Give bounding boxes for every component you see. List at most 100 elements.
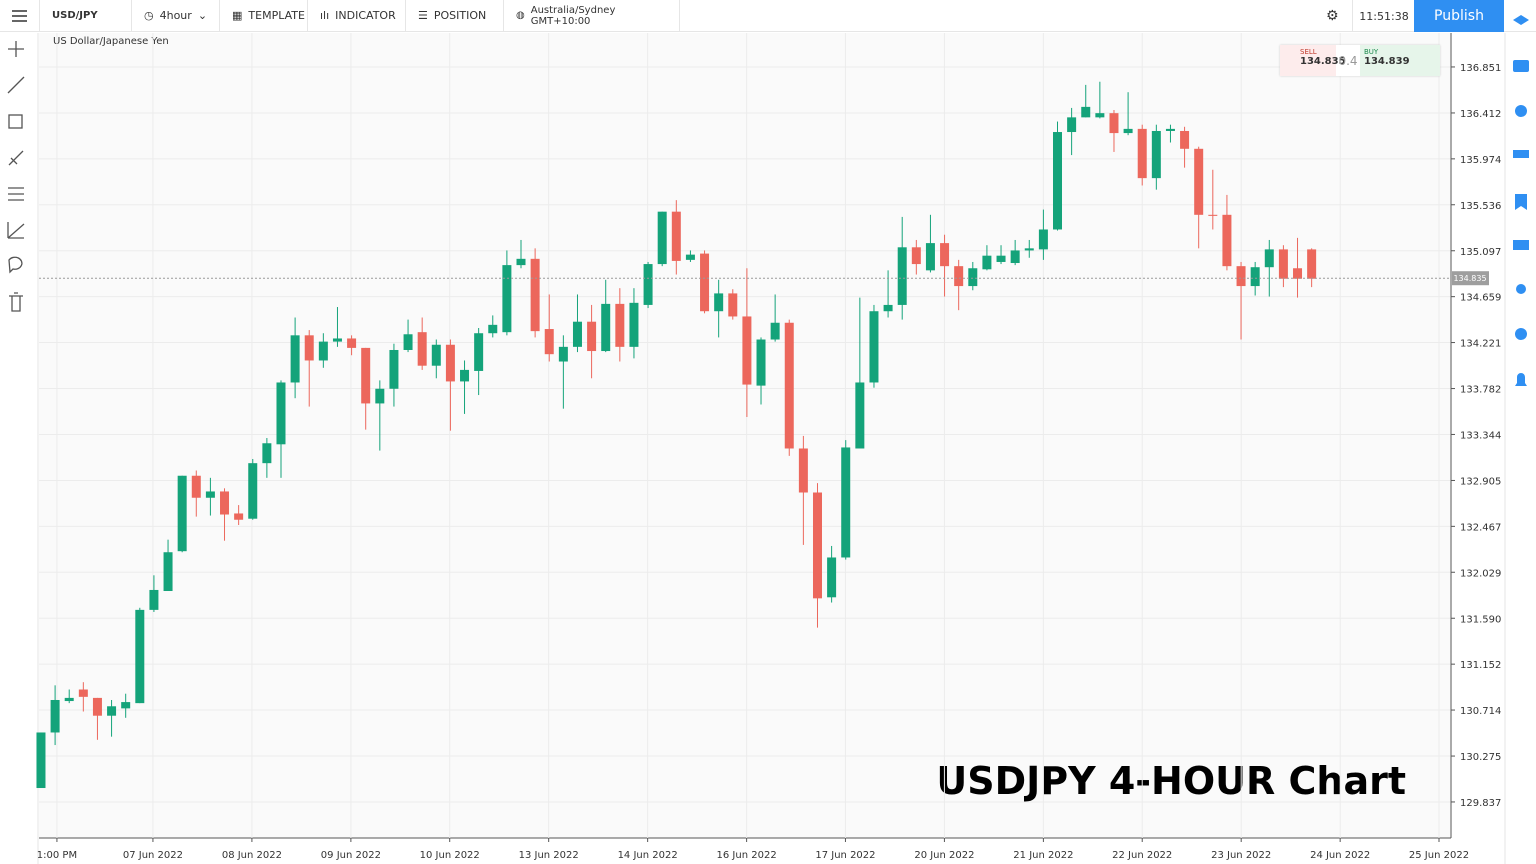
buy-box[interactable]: BUY 134.839 — [1360, 45, 1440, 76]
candle-body — [1053, 132, 1063, 230]
candle-body — [869, 311, 879, 383]
x-tick-label: 08 Jun 2022 — [222, 850, 282, 861]
candle-body — [544, 329, 554, 355]
x-tick-label: 24 Jun 2022 — [1310, 850, 1370, 861]
trade-panel: SELL 134.835 0.4 BUY 134.839 — [1280, 45, 1440, 76]
candle-body — [572, 321, 582, 347]
menu-button[interactable] — [0, 0, 40, 32]
candle-body — [1236, 266, 1246, 287]
candle-body — [615, 303, 625, 347]
bell-icon[interactable] — [1515, 373, 1527, 386]
candle-body — [1137, 128, 1147, 179]
candle-body — [389, 349, 399, 389]
candle-body — [587, 321, 597, 352]
group-icon[interactable] — [1515, 328, 1527, 340]
candle-body — [643, 264, 653, 305]
x-tick-label: 20 Jun 2022 — [914, 850, 974, 861]
template-icon: ▦ — [232, 9, 243, 22]
candle-body — [234, 513, 244, 520]
candle-body — [940, 243, 950, 267]
position-button[interactable]: ☰ POSITION — [406, 0, 504, 32]
candle-body — [954, 266, 964, 287]
line-tool[interactable] — [7, 76, 25, 94]
right-sidebar[interactable] — [1513, 15, 1529, 386]
candle-body — [107, 706, 117, 716]
crosshair-tool[interactable] — [8, 41, 24, 57]
shape-tool[interactable] — [8, 114, 23, 129]
x-tick-label: 25 Jun 2022 — [1409, 850, 1469, 861]
indicator-button[interactable]: ılı INDICATOR — [308, 0, 406, 32]
indicator: INDICATOR — [335, 9, 396, 22]
x-tick-label: 1:00 PM — [37, 850, 77, 861]
drawing-tools[interactable] — [7, 41, 25, 312]
candle-body — [1095, 113, 1105, 118]
clock-icon: ◷ — [144, 9, 154, 22]
candle-body — [883, 304, 893, 312]
candle-body — [1081, 106, 1091, 118]
candle-body — [347, 338, 357, 348]
y-tick-label: 132.467 — [1460, 522, 1501, 533]
candle-body — [163, 552, 173, 592]
candle-body — [700, 253, 710, 312]
clock: 11:51:38 — [1352, 0, 1415, 32]
publish-button[interactable]: Publish — [1414, 0, 1504, 32]
chat-icon[interactable] — [1513, 150, 1529, 158]
candle-body — [177, 475, 187, 552]
buy-price: 134.839 — [1364, 56, 1410, 67]
menu-icon — [12, 9, 27, 22]
y-tick-label: 135.974 — [1460, 155, 1501, 166]
candle-body — [92, 697, 102, 716]
pattern-tool[interactable] — [8, 187, 24, 201]
candle-body — [445, 344, 455, 382]
candle-body — [78, 689, 88, 697]
candle-body — [1024, 248, 1034, 251]
candle-body — [1109, 113, 1119, 134]
candle-body — [1293, 268, 1303, 279]
candle-body — [431, 344, 441, 366]
delete-tool[interactable] — [9, 292, 23, 312]
candle-body — [996, 255, 1006, 262]
y-tick-label: 131.152 — [1460, 660, 1501, 671]
candle-body — [728, 293, 738, 317]
sell-box[interactable]: SELL 134.835 — [1280, 45, 1346, 76]
candle-body — [657, 211, 667, 265]
candle-body — [417, 332, 427, 366]
x-tick-label: 22 Jun 2022 — [1112, 850, 1172, 861]
annotation-tool[interactable] — [8, 256, 23, 274]
timezone-button[interactable]: ◍ Australia/Sydney GMT+10:00 — [504, 0, 680, 32]
sell-label: SELL — [1300, 48, 1317, 56]
y-tick-label: 130.714 — [1460, 706, 1501, 717]
candle-body — [742, 316, 752, 385]
candle-body — [488, 324, 498, 334]
y-tick-label: 132.029 — [1460, 568, 1501, 579]
symbol[interactable]: USD/JPY — [40, 0, 132, 32]
user-icon[interactable] — [1516, 284, 1526, 294]
candle-body — [1151, 130, 1161, 179]
candle-body — [827, 557, 837, 598]
y-tick-label: 133.782 — [1460, 385, 1501, 396]
y-tick-label: 135.536 — [1460, 201, 1501, 212]
settings-button[interactable]: ⚙ — [1326, 8, 1339, 24]
prediction-tool[interactable] — [7, 222, 25, 239]
y-tick-label: 136.412 — [1460, 109, 1501, 120]
candle-body — [474, 333, 484, 371]
candle-body — [756, 339, 766, 386]
timezone: Australia/Sydney GMT+10:00 — [530, 4, 616, 27]
candle-body — [318, 341, 328, 361]
template-button[interactable]: ▦ TEMPLATE — [220, 0, 308, 32]
candle-body — [149, 589, 159, 610]
fib-tool[interactable] — [8, 150, 24, 166]
bookmark-icon[interactable] — [1515, 194, 1527, 210]
calendar-icon[interactable] — [1513, 60, 1529, 72]
buy-label: BUY — [1364, 48, 1379, 56]
idea-icon[interactable] — [1515, 105, 1527, 117]
layers-icon[interactable] — [1513, 15, 1529, 25]
interval: 4hour — [159, 9, 192, 22]
interval-button[interactable]: ◷ 4hour ⌄ — [132, 0, 220, 32]
template: TEMPLATE — [248, 9, 305, 22]
candle-body — [248, 463, 258, 519]
candle-body — [1038, 229, 1048, 250]
screen-icon[interactable] — [1513, 240, 1529, 250]
x-tick-label: 16 Jun 2022 — [717, 850, 777, 861]
candle-body — [1307, 249, 1317, 279]
